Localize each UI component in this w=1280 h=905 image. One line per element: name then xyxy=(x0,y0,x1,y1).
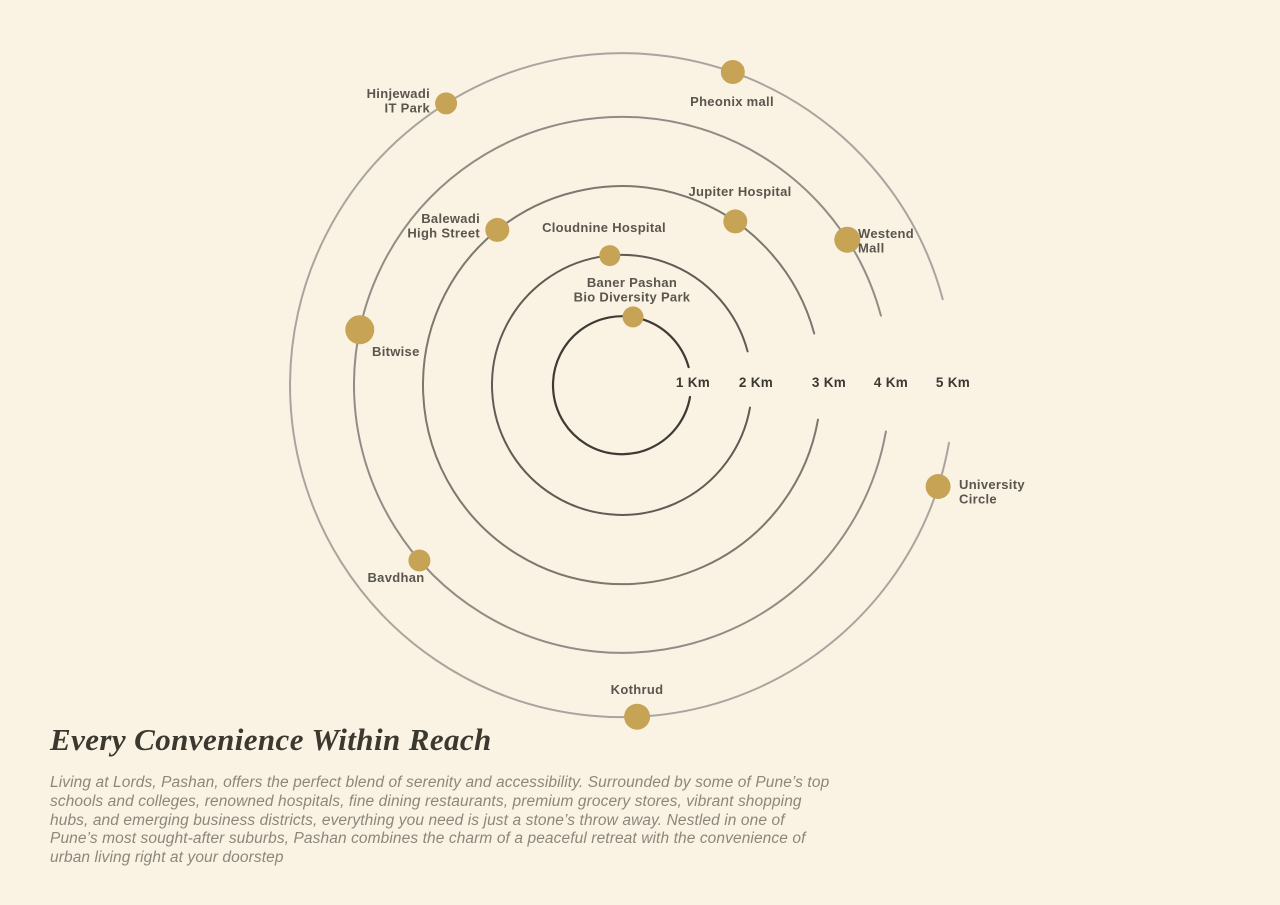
location-label-pheonix-mall: Pheonix mall xyxy=(690,94,774,109)
page-description: Living at Lords, Pashan, offers the perf… xyxy=(50,774,830,866)
location-marker-hinjewadi-it-park xyxy=(435,92,458,115)
location-label-westend-mall: Westend Mall xyxy=(858,226,914,256)
location-marker-westend-mall xyxy=(834,226,861,253)
ring-label-5km: 5 Km xyxy=(936,375,970,390)
location-label-kothrud: Kothrud xyxy=(611,682,664,697)
page-title: Every Convenience Within Reach xyxy=(50,722,492,757)
distance-ring-1km xyxy=(551,315,692,456)
ring-label-1km: 1 Km xyxy=(676,375,710,390)
location-marker-bitwise xyxy=(345,315,375,345)
distance-ring-5km xyxy=(289,52,950,719)
ring-label-3km: 3 Km xyxy=(812,375,846,390)
distance-ring-3km xyxy=(422,185,819,586)
location-marker-cloudnine-hospital xyxy=(599,245,621,267)
location-label-balewadi-high-street: Balewadi High Street xyxy=(407,211,480,241)
location-label-bavdhan: Bavdhan xyxy=(367,570,424,585)
location-label-cloudnine-hospital: Cloudnine Hospital xyxy=(542,220,666,235)
location-marker-baner-pashan-bio-diversity-park xyxy=(622,306,644,328)
location-marker-bavdhan xyxy=(408,549,431,572)
location-marker-university-circle xyxy=(925,474,951,499)
location-label-hinjewadi-it-park: Hinjewadi IT Park xyxy=(367,86,431,116)
location-label-baner-pashan-bio-diversity-park: Baner Pashan Bio Diversity Park xyxy=(574,275,691,305)
ring-label-2km: 2 Km xyxy=(739,375,773,390)
location-marker-balewadi-high-street xyxy=(485,217,510,242)
location-marker-pheonix-mall xyxy=(720,60,745,84)
location-marker-kothrud xyxy=(624,703,651,730)
distance-ring-2km xyxy=(491,253,751,516)
ring-label-4km: 4 Km xyxy=(874,375,908,390)
location-label-jupiter-hospital: Jupiter Hospital xyxy=(688,184,791,199)
location-marker-jupiter-hospital xyxy=(723,209,748,234)
location-label-university-circle: University Circle xyxy=(959,477,1025,507)
location-label-bitwise: Bitwise xyxy=(372,344,420,359)
distance-ring-4km xyxy=(353,115,887,654)
footer-text-block: Every Convenience Within Reach Living at… xyxy=(50,722,850,868)
